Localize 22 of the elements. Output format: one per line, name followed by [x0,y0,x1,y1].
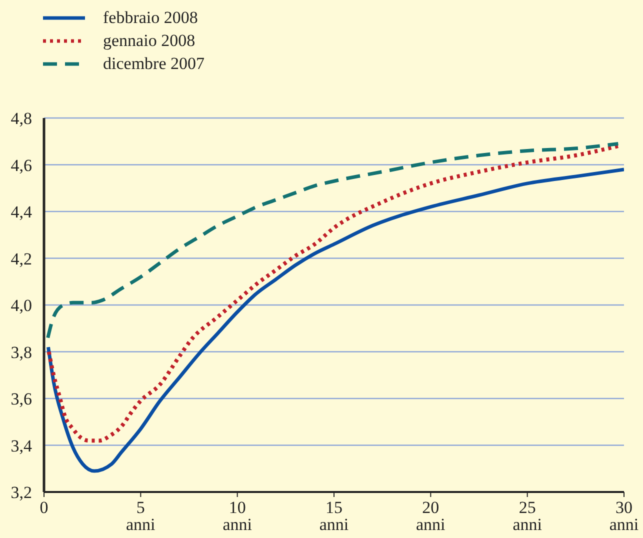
x-tick-label: 25 anni [512,498,542,534]
line-series [46,142,620,340]
y-tick-label: 3,6 [10,390,32,409]
x-tick-label: 5 anni [126,498,156,534]
y-tick-label: 4,4 [10,202,32,222]
y-tick-label: 4,2 [10,249,32,268]
y-tick-label: 4,0 [10,296,32,316]
y-tick-label: 3,2 [10,483,32,502]
legend-label: gennaio 2008 [103,30,196,50]
y-tick-label: 3,8 [10,342,32,362]
legend-label: febbraio 2008 [103,8,198,28]
y-tick-label: 4,8 [10,109,32,128]
x-tick-label: 10 anni [222,498,252,534]
y-tick-label: 4,6 [10,156,32,175]
x-tick-label: 15 anni [319,498,349,534]
x-tick-label: 20 anni [416,498,446,534]
line-series [46,144,620,443]
x-tick-label: 0 [40,498,48,517]
y-tick-label: 3,4 [10,436,32,456]
x-tick-label: 30 anni [609,498,639,534]
line-series [46,168,624,473]
legend-label: dicembre 2007 [103,54,204,74]
